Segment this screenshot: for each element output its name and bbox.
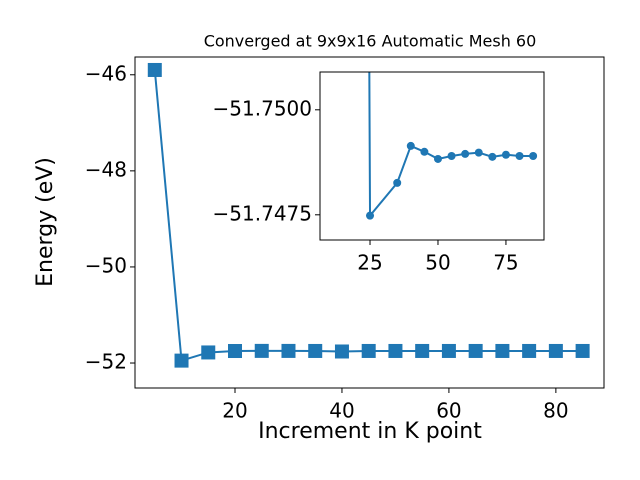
marker: [468, 343, 483, 358]
series-group: [366, 72, 538, 220]
marker: [308, 343, 323, 358]
marker: [254, 343, 269, 358]
marker: [501, 150, 510, 159]
marker: [201, 345, 216, 360]
marker: [474, 148, 483, 157]
marker: [515, 152, 524, 160]
y-tick-label: −52: [85, 350, 127, 374]
marker: [334, 344, 349, 359]
marker: [174, 353, 189, 368]
axes-frame: [319, 71, 545, 241]
marker: [147, 62, 162, 77]
x-tick-label: 75: [493, 251, 518, 275]
x-tick-label: 80: [543, 399, 568, 423]
x-tick-label: 60: [436, 399, 461, 423]
y-tick-label: −51.7500: [213, 96, 312, 120]
axes-frame: [134, 56, 605, 389]
marker: [388, 343, 403, 358]
marker: [415, 343, 430, 358]
y-tick-label: −51.7475: [213, 201, 312, 225]
marker: [529, 152, 538, 160]
marker: [495, 343, 510, 358]
y-tick-label: −48: [85, 157, 127, 181]
marker: [548, 343, 563, 358]
marker: [366, 211, 375, 220]
x-axis-label: Increment in K point: [258, 419, 482, 444]
y-tick-label: −46: [85, 61, 127, 85]
marker: [406, 141, 415, 150]
marker: [488, 152, 497, 161]
x-tick-label: 50: [425, 251, 450, 275]
marker: [393, 178, 402, 187]
x-tick-label: 25: [357, 251, 382, 275]
marker: [461, 149, 470, 158]
marker: [420, 147, 429, 156]
marker: [228, 344, 243, 359]
marker: [447, 152, 456, 160]
x-tick-label: 40: [329, 399, 354, 423]
x-tick-label: 20: [222, 399, 247, 423]
marker: [441, 343, 456, 358]
series-group: [147, 62, 590, 368]
chart-title: Converged at 9x9x16 Automatic Mesh 60: [204, 32, 537, 51]
marker: [575, 343, 590, 358]
marker: [522, 343, 537, 358]
marker: [433, 154, 442, 163]
marker: [361, 343, 376, 358]
marker: [281, 343, 296, 358]
y-axis-label: Energy (eV): [33, 157, 58, 287]
y-tick-label: −50: [85, 253, 127, 277]
